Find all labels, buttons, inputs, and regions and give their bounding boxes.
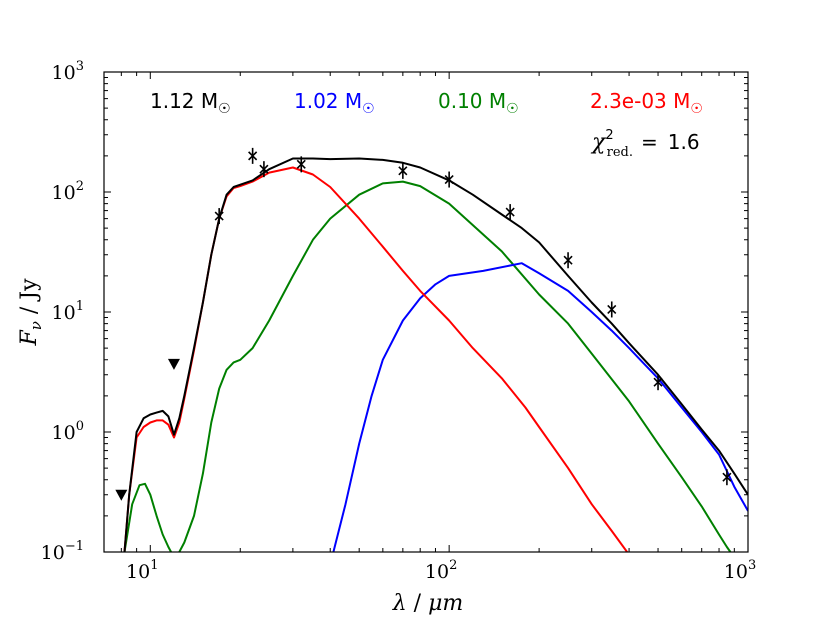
tick-label: 101: [52, 299, 84, 324]
measurement-point: [259, 161, 269, 178]
measurement-point: [444, 171, 454, 188]
tick-label: 101: [126, 558, 158, 583]
y-axis-label: Fν / Jy: [17, 278, 45, 347]
tick-label: 102: [52, 179, 84, 204]
tick-label: 103: [52, 59, 84, 84]
tick-label: 102: [425, 558, 457, 583]
upper-limit-marker: [167, 358, 180, 370]
ticks-layer: 101 102 103 10−1 100 101 102 103: [41, 59, 757, 583]
measurement-point: [653, 374, 663, 391]
legend-entry-1: 1.12 M☉: [150, 89, 231, 117]
upper-limit-marker: [115, 489, 128, 501]
measurement-point: [722, 469, 732, 486]
tick-label: 10−1: [41, 539, 84, 564]
measurement-point: [607, 301, 617, 318]
chi-squared-annotation: χ2 red. = 1.6: [590, 128, 700, 160]
series-line-4: [123, 166, 629, 552]
legend-entry-2: 1.02 M☉: [294, 89, 375, 117]
measurement-point: [214, 208, 224, 225]
measurement-point: [505, 204, 515, 221]
tick-label: 103: [724, 558, 756, 583]
series-line-1: [123, 157, 748, 552]
legend-entry-4: 2.3e-03 M☉: [590, 89, 703, 117]
markers-layer: [115, 147, 732, 501]
series-layer: [123, 157, 748, 552]
measurement-point: [248, 147, 258, 164]
x-axis-label: λ / μm: [392, 591, 464, 616]
legend-entry-3: 0.10 M☉: [438, 89, 519, 117]
tick-label: 100: [52, 419, 84, 444]
measurement-point: [398, 162, 408, 179]
series-line-2: [332, 262, 748, 552]
measurement-point: [296, 156, 306, 173]
legend: 1.12 M☉ 1.02 M☉ 0.10 M☉ 2.3e-03 M☉: [150, 89, 703, 117]
measurement-point: [563, 252, 573, 269]
series-line-3: [123, 180, 732, 552]
